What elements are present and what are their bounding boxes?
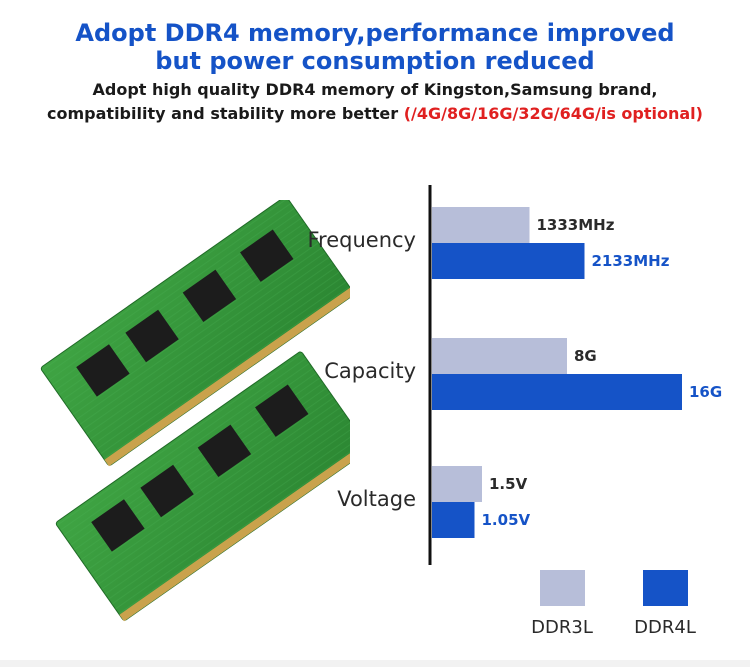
legend-label-ddr4l: DDR4L bbox=[634, 617, 696, 638]
value-label-ddr3l-voltage: 1.5V bbox=[489, 475, 528, 493]
subheading-line-1: Adopt high quality DDR4 memory of Kingst… bbox=[92, 80, 658, 99]
bar-ddr3l-frequency bbox=[432, 207, 530, 243]
value-label-ddr4l-capacity: 16G bbox=[689, 383, 722, 401]
value-label-ddr3l-capacity: 8G bbox=[574, 347, 597, 365]
headline-line-2: but power consumption reduced bbox=[155, 47, 595, 75]
subheading-line-2-main: compatibility and stability more better bbox=[47, 104, 404, 123]
bottom-divider bbox=[0, 660, 750, 667]
value-label-ddr4l-voltage: 1.05V bbox=[482, 511, 531, 529]
bar-ddr4l-capacity bbox=[432, 374, 682, 410]
subheading-optional-capacities: (/4G/8G/16G/32G/64G/is optional) bbox=[403, 104, 703, 123]
value-label-ddr4l-frequency: 2133MHz bbox=[592, 252, 670, 270]
ram-module-front bbox=[55, 350, 350, 622]
subheading-line-2: compatibility and stability more better … bbox=[0, 101, 750, 126]
category-label-frequency: Frequency bbox=[308, 228, 417, 252]
legend-label-ddr3l: DDR3L bbox=[531, 617, 593, 638]
bar-ddr4l-voltage bbox=[432, 502, 475, 538]
bar-ddr4l-frequency bbox=[432, 243, 585, 279]
category-label-voltage: Voltage bbox=[337, 487, 416, 511]
value-label-ddr3l-frequency: 1333MHz bbox=[537, 216, 615, 234]
legend-swatch-ddr3l bbox=[540, 570, 585, 606]
ram-modules-image bbox=[40, 200, 350, 622]
headline-line-1: Adopt DDR4 memory,performance improved bbox=[75, 19, 675, 47]
category-label-capacity: Capacity bbox=[324, 359, 416, 383]
legend-swatch-ddr4l bbox=[643, 570, 688, 606]
bar-ddr3l-capacity bbox=[432, 338, 567, 374]
bar-ddr3l-voltage bbox=[432, 466, 482, 502]
ram-module-back bbox=[40, 200, 350, 467]
